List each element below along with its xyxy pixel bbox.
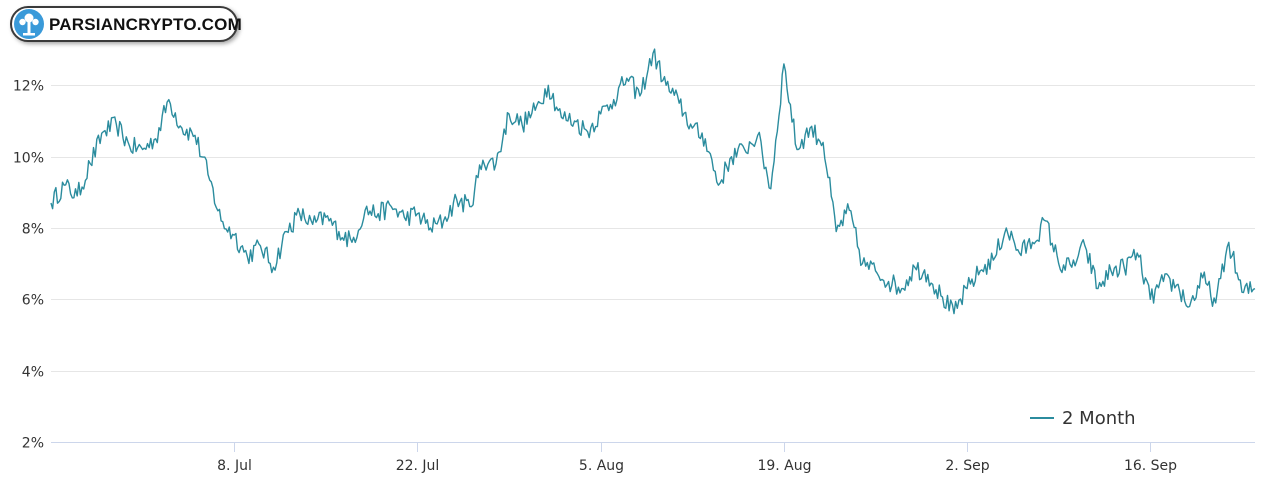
y-tick-label: 10%	[13, 151, 44, 167]
legend-label[interactable]: 2 Month	[1062, 408, 1136, 429]
tree-icon	[14, 9, 44, 39]
y-tick-label: 8%	[22, 222, 44, 238]
logo-badge: PARSIANCRYPTO.COM	[10, 6, 242, 42]
series-layer	[50, 48, 1256, 315]
x-axis: 8. Jul 22. Jul 5. Aug 19. Aug 2. Sep 16. Sep	[51, 442, 1255, 474]
series-line	[50, 48, 1256, 315]
legend[interactable]: 2 Month	[1030, 408, 1136, 429]
logo-text: PARSIANCRYPTO.COM	[49, 15, 242, 34]
x-tick-label: 16. Sep	[1124, 458, 1177, 474]
x-tick-label: 8. Jul	[217, 458, 252, 474]
x-tick-label: 2. Sep	[945, 458, 989, 474]
x-tick-label: 22. Jul	[396, 458, 440, 474]
y-tick-label: 6%	[22, 293, 44, 309]
x-tick-label: 19. Aug	[757, 458, 811, 474]
y-tick-label: 2%	[22, 436, 44, 452]
y-axis: 2% 4% 6% 8% 10% 12%	[13, 79, 44, 452]
y-tick-label: 12%	[13, 79, 44, 95]
y-tick-label: 4%	[22, 365, 44, 381]
x-tick-label: 5. Aug	[579, 458, 624, 474]
